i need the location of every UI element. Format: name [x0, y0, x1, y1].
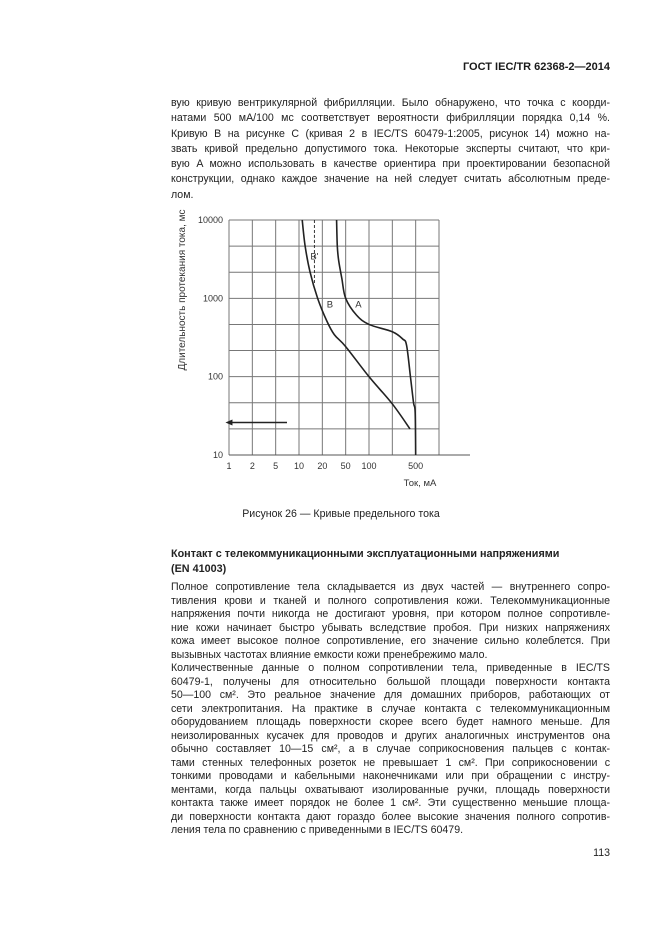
figure-caption: Рисунок 26 — Кривые предельного тока: [242, 508, 440, 520]
text-line: 60479-1, получены для относительно больш…: [171, 675, 610, 688]
text-line: ди поверхности контакта дают гораздо бол…: [171, 810, 610, 823]
text-line: сети электропитания. На практике в случа…: [171, 702, 610, 715]
x-tick-label: 50: [341, 461, 351, 471]
y-axis-label: Длительность протекания тока, мс: [177, 209, 188, 370]
document-header: ГОСТ IEC/TR 62368-2—2014: [462, 61, 610, 73]
text-line: тивления крови и тканей и полного сопрот…: [171, 594, 610, 607]
text-line: ления тела по сравнению с приведенными в…: [171, 824, 464, 836]
x-axis-label: Ток, мА: [404, 478, 437, 489]
curve-a: [335, 219, 417, 456]
section-heading: Контакт с телекоммуникационными эксплуат…: [171, 547, 559, 577]
text-line: вызывных частотах влияние емкости кожи п…: [171, 648, 488, 661]
x-tick-label: 1: [226, 461, 231, 471]
text-line: лом.: [171, 188, 194, 201]
x-tick-label: 500: [408, 461, 423, 471]
text-line: напряжения почти никогда не достигают ур…: [171, 608, 610, 620]
text-line: тонкими проводами и кабельными наконечни…: [171, 770, 610, 782]
x-tick-label: 2: [250, 461, 255, 471]
body-paragraphs: Полное сопротивление тела складывается и…: [171, 581, 610, 838]
curve-label: B': [310, 251, 318, 262]
text-line: ние кожи начинает быстро убывать вследст…: [171, 621, 610, 634]
section-heading-line: (EN 41003): [171, 563, 227, 575]
section-heading-line: Контакт с телекоммуникационными эксплуат…: [171, 548, 560, 560]
y-tick-label: 10: [213, 450, 223, 460]
curve-b: [301, 219, 411, 430]
curve-label: B: [327, 299, 333, 310]
text-line: кожа имеет высокое полное сопротивление,…: [171, 635, 610, 647]
arrow-left-icon: [225, 419, 233, 426]
text-line: оборудованием площадь поверхности скорее…: [171, 716, 610, 728]
text-line: натами 500 мА/100 мс соответствует вероя…: [171, 112, 610, 125]
text-line: вую кривую вентрикулярной фибрилляции. Б…: [171, 97, 610, 109]
x-tick-label: 10: [294, 461, 304, 471]
text-line: обычно составляет 10—15 см², а в случае …: [171, 743, 610, 755]
y-tick-label: 100: [208, 372, 223, 382]
y-tick-label: 10000: [198, 215, 223, 225]
text-line: Полное сопротивление тела складывается и…: [171, 581, 610, 593]
y-tick-label: 1000: [203, 293, 223, 303]
x-tick-label: 20: [317, 461, 327, 471]
x-tick-label: 100: [361, 461, 376, 471]
curve-label: A: [355, 299, 362, 310]
text-line: 50—100 см². Это реальное значение для до…: [171, 689, 610, 701]
text-line: Кривую B на рисунке С (кривая 2 в IEC/TS…: [171, 127, 610, 140]
text-line: Количественные данные о полном сопротивл…: [171, 662, 610, 674]
text-line: вую A можно использовать в качестве орие…: [171, 158, 610, 171]
text-line: звать кривой предельно допустимого тока.…: [171, 142, 610, 155]
intro-paragraph: вую кривую вентрикулярной фибрилляции. Б…: [171, 96, 610, 203]
text-line: контакта также имеет порядок не более 1 …: [171, 797, 610, 809]
text-line: ментами, когда пальцы охватывают изолиро…: [171, 783, 610, 796]
current-limit-chart: B' B A 1 2 5 10 20 50 100 500 10 100 1000 10000 Длите…: [177, 209, 470, 489]
text-line: конструкции, однако каждое значение на н…: [171, 173, 610, 186]
text-line: тами стенных телефонных розеток не превы…: [171, 756, 610, 769]
page-number: 113: [593, 847, 610, 859]
text-line: неизолированных кусачек для проводов и д…: [171, 729, 610, 742]
x-tick-label: 5: [273, 461, 278, 471]
